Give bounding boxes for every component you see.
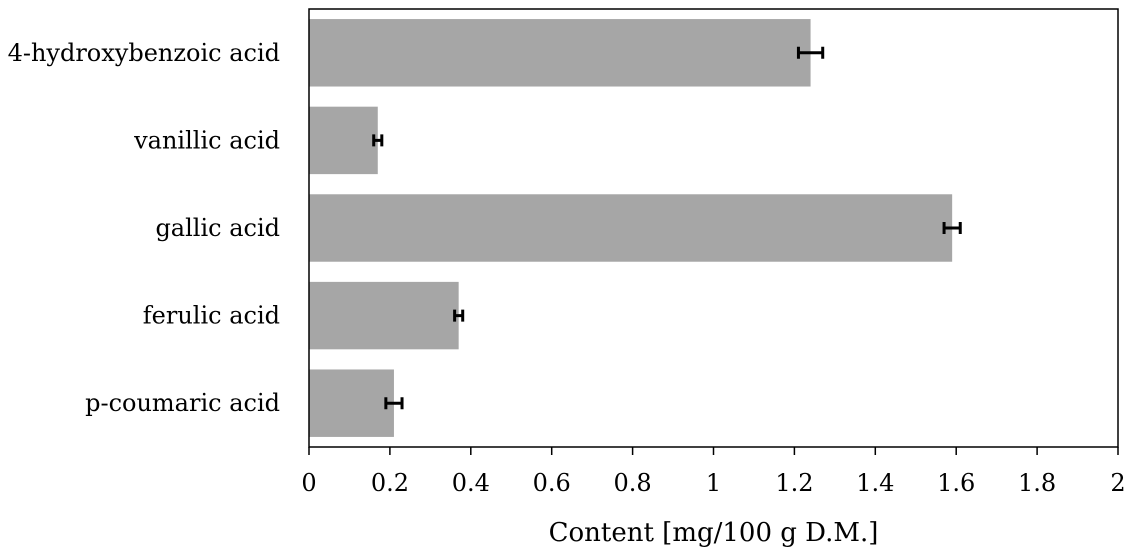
error-bar-ferulic-acid [453,309,465,322]
x-tick-label: 1.4 [856,469,894,497]
x-tick-label: 1.2 [775,469,813,497]
x-axis-title: Content [mg/100 g D.M.] [549,518,879,548]
error-bar-vanillic-acid [372,134,384,147]
bars-group [309,19,953,437]
x-axis-ticks: 0 0.2 0.4 0.6 0.8 1 1.2 1.4 1.6 1.8 2 [301,447,1126,497]
error-bars-group [372,46,962,410]
error-bar-4-hydroxybenzoic-acid [796,46,825,59]
category-labels: 4-hydroxybenzoic acid vanillic acid gallic… [8,39,280,417]
x-tick-label: 0.2 [371,469,409,497]
x-tick-label: 1 [706,469,721,497]
category-label-vanillic-acid: vanillic acid [133,126,280,154]
bar-ferulic-acid [309,281,459,350]
bar-4-hydroxybenzoic-acid [309,19,811,87]
category-label-gallic-acid: gallic acid [155,214,280,242]
bar-gallic-acid [309,194,953,262]
category-label-p-coumaric-acid: p-coumaric acid [85,389,280,417]
x-tick-label: 1.8 [1018,469,1056,497]
error-bar-gallic-acid [942,222,962,234]
category-label-4-hydroxybenzoic-acid: 4-hydroxybenzoic acid [8,39,280,67]
x-tick-label: 0.8 [614,469,652,497]
bar-vanillic-acid [309,106,378,175]
x-tick-label: 2 [1110,469,1125,497]
x-tick-label: 0 [301,469,316,497]
x-tick-label: 0.4 [452,469,490,497]
x-tick-label: 0.6 [533,469,571,497]
category-label-ferulic-acid: ferulic acid [143,302,280,330]
error-bar-p-coumaric-acid [384,397,404,410]
bar-p-coumaric-acid [309,369,394,437]
x-tick-label: 1.6 [937,469,975,497]
